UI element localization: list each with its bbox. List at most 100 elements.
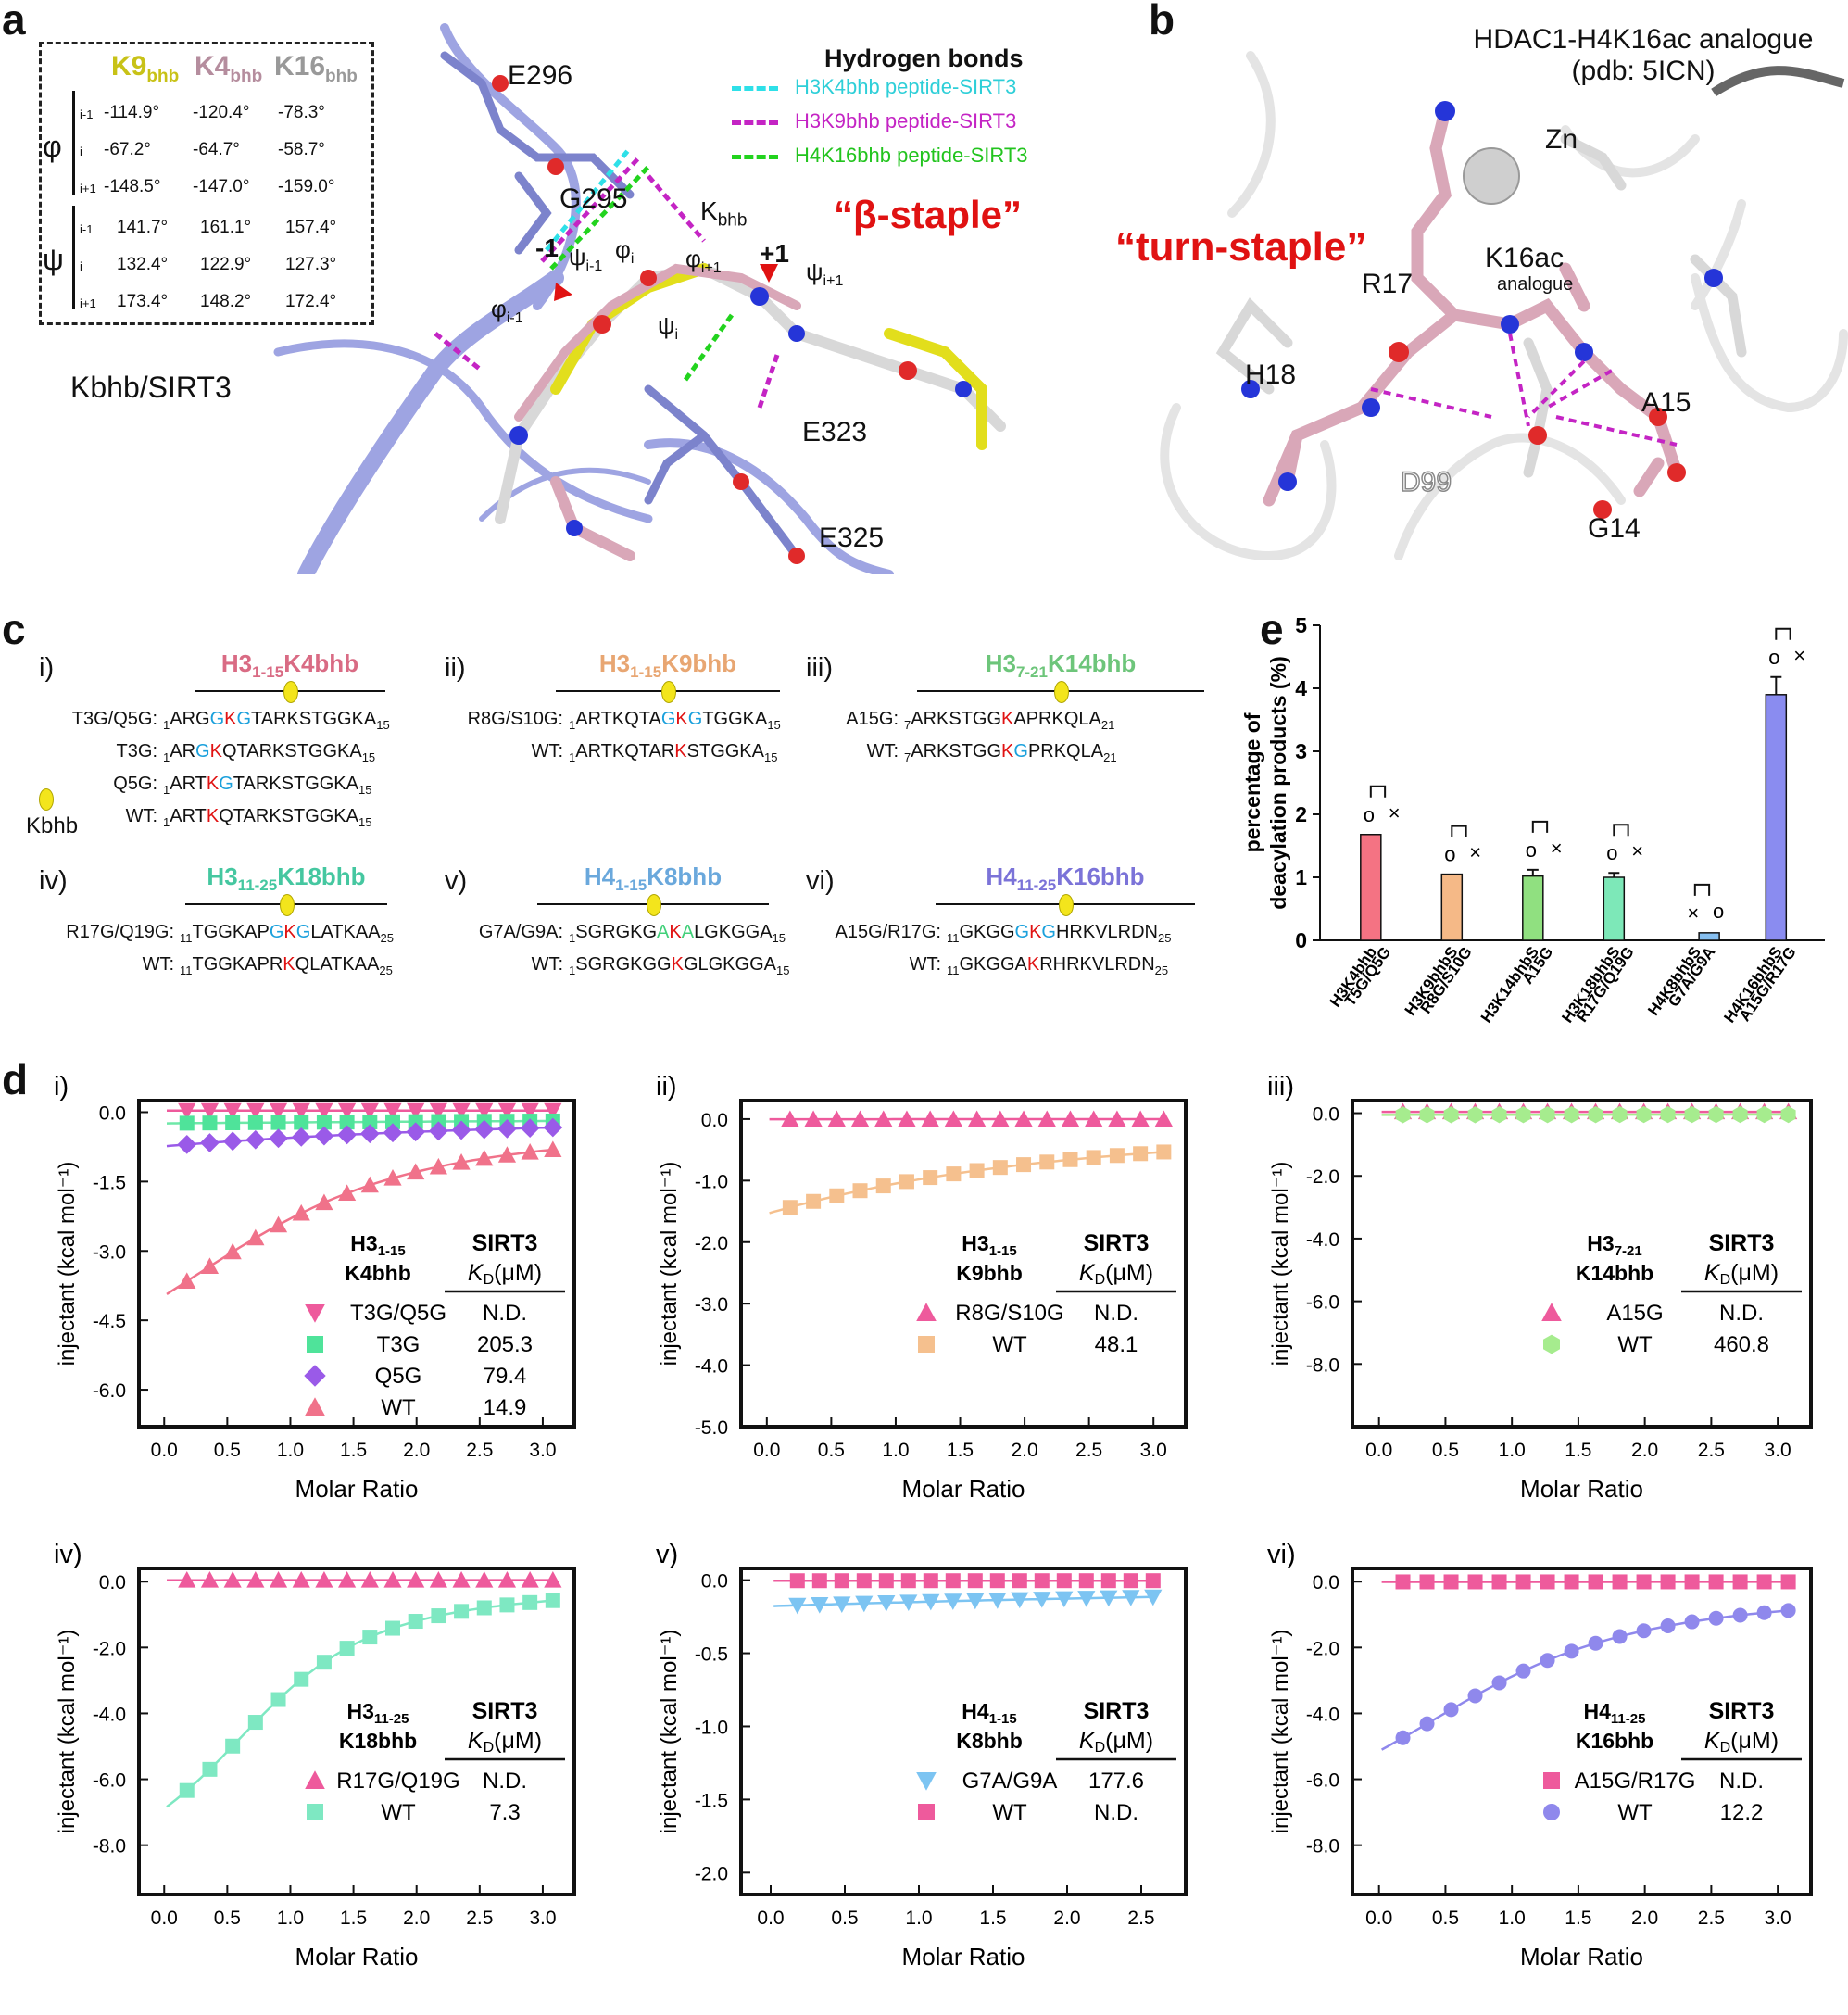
data-point xyxy=(992,1160,1008,1176)
data-point xyxy=(1588,1635,1603,1651)
sequence-title: H41-15K8bhb xyxy=(584,863,723,895)
y-axis-label: injectant (kcal mol⁻¹) xyxy=(55,1630,80,1834)
x-tick-label: 2.0 xyxy=(403,1440,430,1461)
data-point xyxy=(269,1215,288,1233)
x-tick-label: 3.0 xyxy=(1765,1440,1791,1461)
y-tick-label: 2 xyxy=(1295,802,1307,826)
data-point xyxy=(1100,1573,1116,1589)
sequence-residues: PRKQLA xyxy=(1027,741,1104,762)
kbhb-site-marker xyxy=(1059,894,1074,916)
sequence-title: H31-15K4bhb xyxy=(220,649,359,682)
data-point xyxy=(225,1738,241,1754)
x-axis-label: Molar Ratio xyxy=(1520,1943,1643,1971)
data-point xyxy=(875,1178,891,1194)
x-axis-label: Molar Ratio xyxy=(1520,1475,1643,1503)
data-point xyxy=(811,1573,827,1589)
legend-marker xyxy=(1543,1334,1560,1354)
beta-staple-label: “β-staple” xyxy=(834,193,1023,236)
phi-label: φ xyxy=(43,130,62,163)
sequence-residues: QTARKSTGGKA xyxy=(221,741,362,762)
y-tick-label: -6.0 xyxy=(1306,1292,1339,1314)
data-point xyxy=(899,1174,914,1190)
data-point xyxy=(1564,1106,1579,1124)
sequence-residues: K xyxy=(206,774,220,794)
sequence-end-index: 15 xyxy=(376,718,390,732)
sequence-row: WT: 7ARKSTGGKGPRKQLA21 xyxy=(806,741,1117,764)
data-point xyxy=(944,1593,962,1610)
y-tick-label: 3 xyxy=(1295,739,1307,763)
sequence-row-label: WT: xyxy=(531,954,563,975)
legend-kd-header: KD(μM) xyxy=(468,1728,542,1756)
sequence-end-index: 15 xyxy=(764,750,778,764)
x-tick-label: 2.5 xyxy=(1075,1440,1102,1461)
data-point xyxy=(966,1593,985,1610)
data-point xyxy=(1467,1106,1483,1124)
x-tick-label: 1.0 xyxy=(277,1908,304,1929)
y-tick-label: -6.0 xyxy=(1306,1770,1339,1792)
y-axis-label-line2: deacylation products (%) xyxy=(1266,656,1290,909)
residue-g295: G295 xyxy=(559,183,628,214)
x-tick-label: 2.5 xyxy=(1127,1908,1154,1929)
plot-frame xyxy=(137,1099,576,1429)
legend-marker xyxy=(918,1804,935,1820)
kbhb-site-marker xyxy=(661,681,676,703)
hdac1-ribbon xyxy=(1160,51,1848,561)
data-point xyxy=(1011,1592,1029,1609)
data-point xyxy=(499,1597,515,1613)
x-tick-label: 3.0 xyxy=(1765,1908,1791,1929)
data-point xyxy=(452,1571,471,1588)
legend-marker xyxy=(305,1770,325,1789)
data-point xyxy=(338,1571,357,1588)
sequence-group-num: iv) xyxy=(39,866,68,896)
legend-peptide: H311-25 xyxy=(347,1699,409,1727)
x-tick-label: 0.5 xyxy=(1432,1440,1459,1461)
table-header-k9: K9bhb xyxy=(111,51,180,86)
data-point xyxy=(270,1692,286,1707)
x-tick-label: 0.0 xyxy=(1365,1908,1392,1929)
residue-a15: A15 xyxy=(1641,387,1691,418)
data-point xyxy=(922,1593,940,1611)
hbond-swatch-cyan xyxy=(732,86,778,91)
data-point xyxy=(1014,1110,1033,1127)
legend-series-name: WT xyxy=(1617,1800,1653,1825)
sequence-row: WT: 1SGRGKGGKGLGKGGA15 xyxy=(445,954,790,977)
panel-label-d: d xyxy=(2,1055,29,1103)
pair-bracket xyxy=(1613,824,1629,837)
y-tick-label: -6.0 xyxy=(93,1770,126,1792)
data-point xyxy=(1086,1150,1101,1165)
data-point xyxy=(855,1595,874,1613)
data-point xyxy=(360,1176,379,1193)
sequence-row-label: Q5G: xyxy=(113,774,157,794)
legend-sirt3: SIRT3 xyxy=(472,1698,538,1724)
sequence-residues: K xyxy=(283,922,296,942)
x-tick-label: 2.0 xyxy=(1631,1440,1658,1461)
legend-kd-header: KD(μM) xyxy=(1704,1728,1779,1756)
data-point xyxy=(200,1571,220,1588)
data-point xyxy=(1109,1148,1125,1164)
chart-d-v: v) 0.0 -0.5 -1.0 -1.5 -2.0 0.0 0.5 1.0 1.5 2.0 2.5 M… xyxy=(656,1543,1188,1971)
sequence-residues: G xyxy=(209,709,225,729)
sequence-end-index: 21 xyxy=(1100,718,1115,732)
data-point xyxy=(544,1102,562,1120)
data-point xyxy=(856,1573,872,1589)
sequence-row: G7A/G9A: 1SGRGKGAKALGKGGA15 xyxy=(445,922,786,945)
x-tick-label: 2.5 xyxy=(1698,1908,1725,1929)
zn-label: Zn xyxy=(1545,124,1578,155)
sequence-row-label: R8G/S10G: xyxy=(467,709,563,729)
data-point xyxy=(789,1573,805,1589)
sequence-residues: G xyxy=(1041,922,1056,942)
legend-peptide: H37-21 xyxy=(1587,1231,1641,1259)
x-tick-label: 0.0 xyxy=(1365,1440,1392,1461)
legend-kd-value: 48.1 xyxy=(1095,1332,1138,1357)
sequence-residues: ART xyxy=(170,774,207,794)
legend-series-name: WT xyxy=(992,1332,1027,1357)
sequence-residues: ART xyxy=(170,806,207,826)
sequence-residues: K xyxy=(209,741,222,762)
sequence-residues: K xyxy=(669,922,682,942)
sequence-row-label: G7A/G9A: xyxy=(478,922,563,942)
data-point xyxy=(1684,1574,1700,1590)
y-tick-label: 0.0 xyxy=(1313,1104,1339,1126)
data-point xyxy=(246,1102,265,1120)
legend-series-name: A15G xyxy=(1606,1301,1663,1326)
data-point xyxy=(1144,1589,1163,1606)
